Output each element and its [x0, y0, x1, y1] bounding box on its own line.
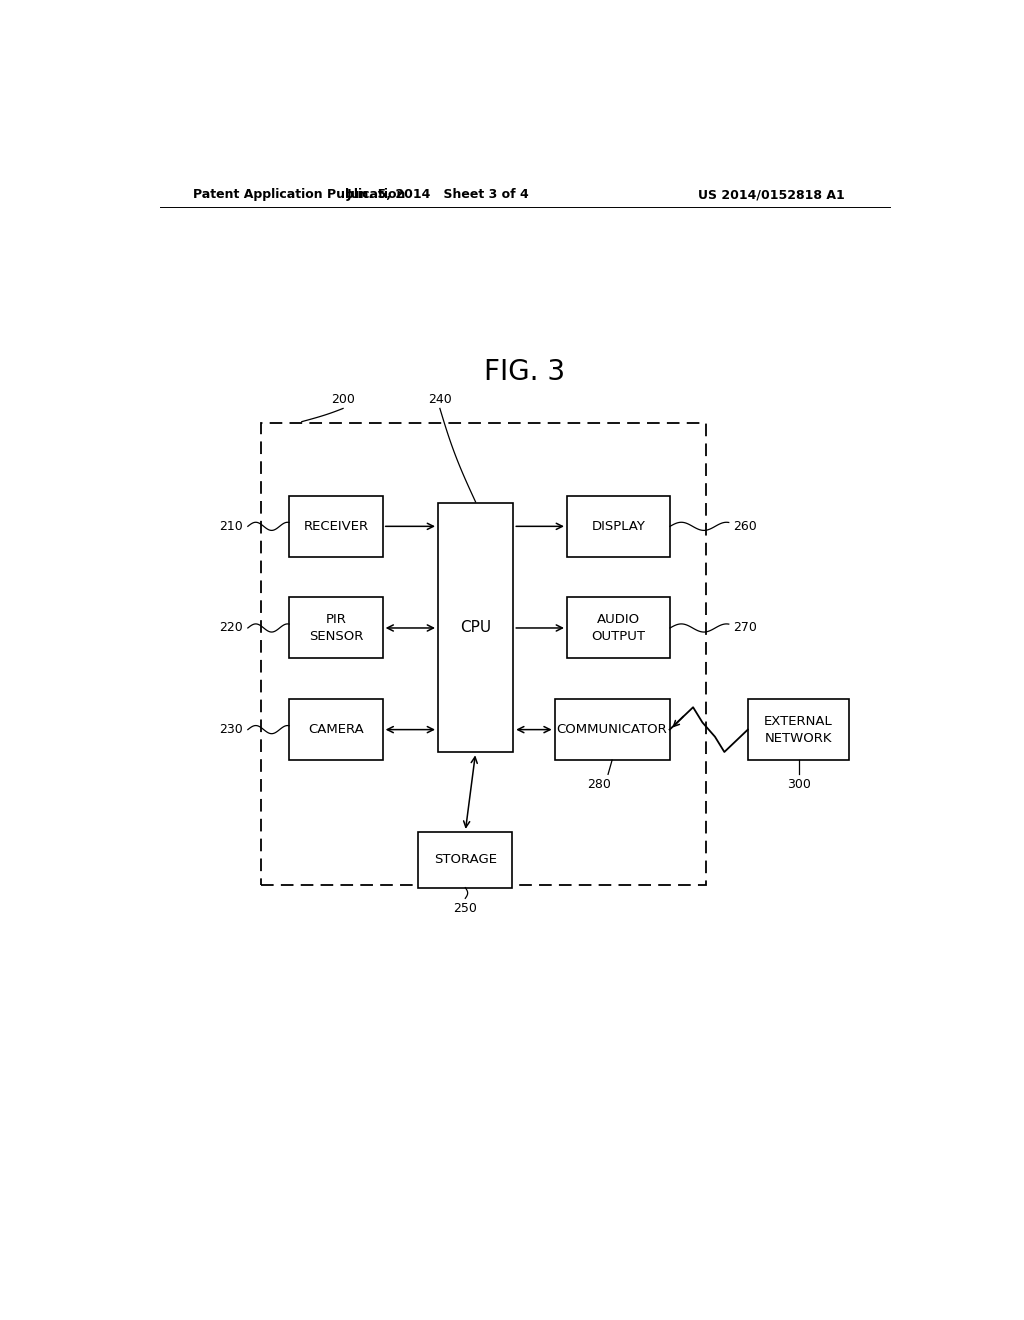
Bar — [261, 422, 706, 886]
Text: RECEIVER: RECEIVER — [303, 520, 369, 533]
Bar — [567, 496, 670, 557]
Text: Patent Application Publication: Patent Application Publication — [194, 189, 406, 202]
Text: COMMUNICATOR: COMMUNICATOR — [557, 723, 668, 737]
Text: CPU: CPU — [460, 620, 492, 635]
Text: 280: 280 — [587, 779, 610, 792]
Bar — [289, 496, 383, 557]
Bar — [289, 598, 383, 659]
Text: DISPLAY: DISPLAY — [592, 520, 645, 533]
Bar — [555, 700, 670, 760]
Text: 210: 210 — [219, 520, 243, 533]
Text: 250: 250 — [454, 903, 477, 915]
Text: Jun. 5, 2014   Sheet 3 of 4: Jun. 5, 2014 Sheet 3 of 4 — [346, 189, 528, 202]
Bar — [438, 503, 513, 752]
Bar — [748, 700, 849, 760]
Text: AUDIO
OUTPUT: AUDIO OUTPUT — [592, 612, 645, 643]
Bar — [289, 700, 383, 760]
Text: 200: 200 — [331, 393, 355, 407]
Text: 220: 220 — [219, 622, 243, 635]
Text: STORAGE: STORAGE — [434, 853, 497, 866]
Text: 230: 230 — [219, 723, 243, 737]
Text: FIG. 3: FIG. 3 — [484, 358, 565, 385]
Text: CAMERA: CAMERA — [308, 723, 364, 737]
Bar — [567, 598, 670, 659]
Text: EXTERNAL
NETWORK: EXTERNAL NETWORK — [764, 714, 833, 744]
Bar — [419, 832, 512, 887]
Text: 270: 270 — [733, 622, 758, 635]
Text: US 2014/0152818 A1: US 2014/0152818 A1 — [697, 189, 845, 202]
Text: PIR
SENSOR: PIR SENSOR — [308, 612, 364, 643]
Text: 300: 300 — [786, 779, 811, 792]
Text: 260: 260 — [733, 520, 758, 533]
Text: 240: 240 — [428, 393, 452, 407]
